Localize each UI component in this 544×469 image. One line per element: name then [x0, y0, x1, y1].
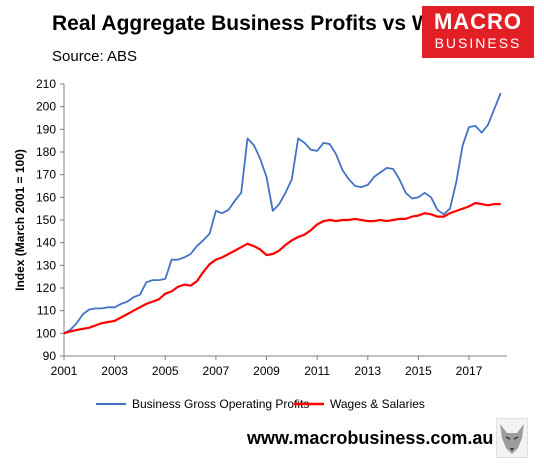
x-tick-label: 2003 — [101, 364, 128, 378]
legend-label: Business Gross Operating Profits — [132, 397, 309, 411]
fox-logo-icon — [496, 418, 528, 458]
chart-source: Source: ABS — [52, 48, 138, 65]
y-axis-label: Index (March 2001 = 100) — [13, 149, 27, 291]
series-line-wages — [63, 201, 501, 335]
series-line-profits — [63, 92, 502, 335]
y-tick-label: 140 — [36, 236, 56, 250]
logo-line-2: BUSINESS — [434, 35, 522, 51]
x-tick-label: 2009 — [253, 364, 280, 378]
x-tick-label: 2015 — [405, 364, 432, 378]
y-tick-label: 110 — [37, 304, 56, 318]
logo-line-1: MACRO — [433, 9, 523, 34]
y-tick-label: 90 — [43, 349, 57, 363]
x-tick-label: 2011 — [304, 364, 330, 378]
y-tick-label: 200 — [36, 100, 56, 114]
x-tick-label: 2005 — [152, 364, 179, 378]
x-tick-label: 2017 — [456, 364, 483, 378]
website-url[interactable]: www.macrobusiness.com.au — [247, 428, 494, 448]
y-tick-label: 170 — [36, 168, 56, 182]
macrobusiness-logo: MACRO BUSINESS — [422, 6, 534, 58]
x-tick-label: 2001 — [51, 364, 78, 378]
legend-label: Wages & Salaries — [330, 397, 425, 411]
y-tick-label: 190 — [36, 122, 56, 136]
y-tick-label: 180 — [36, 145, 56, 159]
x-tick-label: 2013 — [354, 364, 381, 378]
y-tick-label: 130 — [36, 258, 56, 272]
chart-title: Real Aggregate Business Profits vs Wages — [52, 12, 479, 35]
y-tick-label: 120 — [36, 281, 56, 295]
y-tick-label: 160 — [36, 190, 56, 204]
y-tick-label: 150 — [36, 213, 56, 227]
y-tick-label: 210 — [36, 77, 56, 91]
x-tick-label: 2007 — [203, 364, 230, 378]
y-tick-label: 100 — [36, 326, 56, 340]
